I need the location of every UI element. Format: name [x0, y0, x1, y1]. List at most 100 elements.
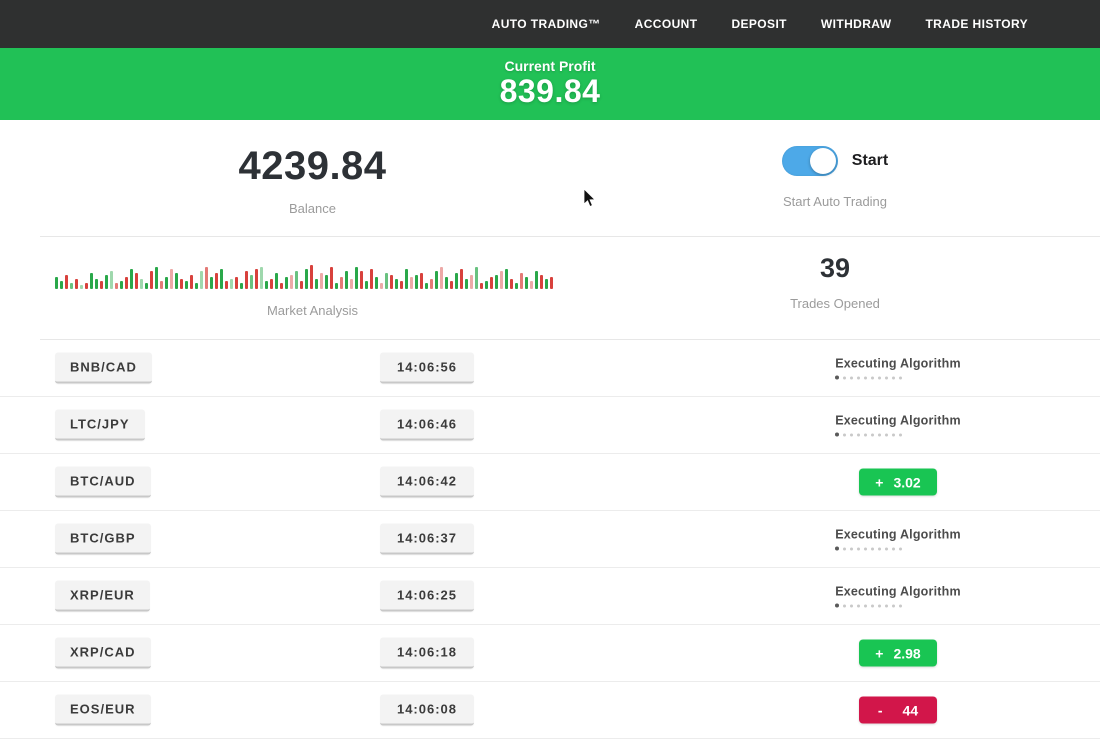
market-bar	[480, 283, 483, 289]
market-bar	[75, 279, 78, 289]
market-bar	[115, 283, 118, 289]
market-bar	[395, 279, 398, 289]
trade-row: BNB/CAD 14:06:56 Executing Algorithm	[0, 340, 1100, 397]
dot	[878, 547, 882, 550]
dot	[843, 376, 847, 379]
market-bar	[210, 277, 213, 289]
nav-item-auto-trading[interactable]: AUTO TRADING™	[491, 17, 601, 31]
market-bar	[330, 267, 333, 289]
market-bar	[235, 277, 238, 289]
market-bar	[400, 281, 403, 289]
market-bar	[405, 269, 408, 289]
market-bar	[430, 279, 433, 289]
auto-trading-toggle[interactable]	[781, 146, 838, 176]
market-bar	[105, 275, 108, 289]
market-bar	[350, 279, 353, 289]
market-bar	[300, 281, 303, 289]
market-bar	[120, 281, 123, 289]
market-bar	[250, 275, 253, 289]
market-bar	[510, 279, 513, 289]
balance-block: 4239.84 Balance	[0, 144, 625, 216]
nav-item-account[interactable]: ACCOUNT	[634, 17, 698, 31]
market-bar	[490, 277, 493, 289]
market-bar	[470, 275, 473, 289]
dot	[899, 433, 903, 436]
dot	[892, 604, 896, 607]
trade-status-cell: + 3.02	[808, 468, 988, 496]
market-bar	[205, 267, 208, 289]
dot	[899, 604, 903, 607]
pair-chip: LTC/JPY	[55, 409, 145, 441]
dot	[885, 547, 889, 550]
pair-chip: XRP/EUR	[55, 580, 150, 612]
market-bar	[455, 273, 458, 289]
dot	[857, 604, 861, 607]
market-bar	[260, 267, 263, 289]
market-analysis-label: Market Analysis	[266, 303, 359, 318]
dot	[864, 604, 868, 607]
market-bar	[135, 273, 138, 289]
pair-chip: XRP/CAD	[55, 637, 151, 669]
divider	[40, 236, 1100, 237]
market-bar	[325, 275, 328, 289]
market-bar	[180, 279, 183, 289]
dot	[850, 433, 854, 436]
market-bar	[175, 273, 178, 289]
nav-item-trade-history[interactable]: TRADE HISTORY	[925, 17, 1028, 31]
executing-label: Executing Algorithm	[835, 356, 961, 371]
market-bar	[65, 275, 68, 289]
market-bar	[275, 273, 278, 289]
badge-sign: +	[875, 474, 884, 490]
executing-label: Executing Algorithm	[835, 413, 961, 428]
market-bar	[520, 273, 523, 289]
market-bar	[335, 283, 338, 289]
market-bar	[495, 275, 498, 289]
trade-status-cell: Executing Algorithm	[808, 414, 988, 437]
executing-status: Executing Algorithm	[835, 414, 961, 437]
market-bar	[440, 267, 443, 289]
dot	[843, 604, 847, 607]
market-bar	[255, 269, 258, 289]
market-bar	[155, 267, 158, 289]
market-bar	[185, 281, 188, 289]
market-bar	[505, 269, 508, 289]
progress-dots-loader	[835, 432, 961, 437]
dot	[850, 604, 854, 607]
dot	[892, 547, 896, 550]
market-bar	[390, 275, 393, 289]
market-bar	[95, 279, 98, 289]
market-bar	[415, 275, 418, 289]
market-bar	[110, 271, 113, 289]
current-profit-banner: Current Profit 839.84	[0, 48, 1100, 120]
executing-status: Executing Algorithm	[835, 528, 961, 551]
trade-row: BTC/GBP 14:06:37 Executing Algorithm	[0, 511, 1100, 568]
market-bar	[320, 273, 323, 289]
current-profit-label: Current Profit	[504, 58, 596, 75]
market-bar	[500, 271, 503, 289]
market-bar	[340, 277, 343, 289]
dot	[871, 376, 875, 379]
progress-dots-loader	[835, 546, 961, 551]
pair-chip: EOS/EUR	[55, 694, 151, 726]
dot	[871, 604, 875, 607]
dot	[835, 603, 840, 608]
dot	[857, 376, 861, 379]
toggle-knob	[809, 148, 836, 174]
market-bar	[365, 281, 368, 289]
market-bar	[535, 271, 538, 289]
trade-status-cell: Executing Algorithm	[808, 528, 988, 551]
time-chip: 14:06:56	[380, 352, 474, 384]
progress-dots-loader	[835, 603, 961, 608]
market-bar	[55, 277, 58, 289]
market-bar	[295, 271, 298, 289]
result-badge: - 44	[859, 696, 937, 724]
nav-item-withdraw[interactable]: WITHDRAW	[820, 17, 892, 31]
market-bar	[310, 265, 313, 289]
market-bar	[315, 279, 318, 289]
nav-item-deposit[interactable]: DEPOSIT	[731, 17, 787, 31]
time-chip: 14:06:46	[380, 409, 474, 441]
trade-row: XRP/EUR 14:06:25 Executing Algorithm	[0, 568, 1100, 625]
market-bar	[285, 277, 288, 289]
market-bar	[200, 271, 203, 289]
dot	[878, 376, 882, 379]
